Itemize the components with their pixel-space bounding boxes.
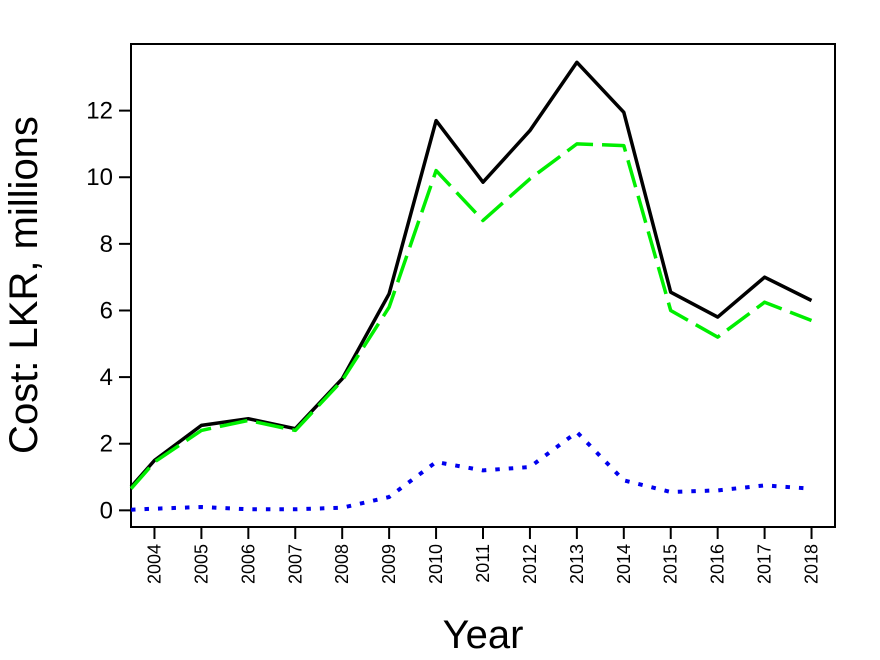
plot-frame: [130, 43, 836, 528]
x-tick-label: 2013: [567, 544, 587, 584]
y-axis-title: Cost: LKR, millions: [2, 116, 46, 454]
x-tick-label: 2007: [285, 544, 305, 584]
x-tick-label: 2006: [238, 544, 258, 584]
y-tick-label: 10: [86, 164, 113, 191]
y-axis: 0 2 4 6 8 10 12: [86, 98, 131, 524]
x-tick-label: 2017: [755, 544, 775, 584]
x-axis: 2004 2005 2006 2007 2008 2009 2010 2011 2012 2013…: [144, 527, 822, 584]
x-tick-label: 2010: [426, 544, 446, 584]
series-layer: [129, 60, 813, 512]
x-axis-title: Year: [443, 613, 524, 657]
series-line-dotted: [130, 430, 812, 512]
x-tick-label: 2018: [802, 544, 822, 584]
y-tick-label: 6: [100, 297, 113, 324]
x-tick-label: 2015: [661, 544, 681, 584]
x-tick-label: 2016: [708, 544, 728, 584]
series-line-dashed: [129, 142, 813, 490]
x-tick-label: 2009: [379, 544, 399, 584]
y-tick-label: 12: [86, 98, 113, 125]
series-line-solid: [129, 60, 813, 489]
x-tick-label: 2004: [144, 544, 164, 584]
y-tick-label: 4: [100, 364, 113, 391]
x-tick-label: 2014: [614, 544, 634, 584]
x-tick-label: 2012: [520, 544, 540, 584]
y-tick-label: 8: [100, 231, 113, 258]
x-tick-label: 2011: [473, 544, 493, 583]
y-tick-label: 0: [100, 497, 113, 524]
x-tick-label: 2005: [191, 544, 211, 584]
y-tick-label: 2: [100, 431, 113, 458]
x-tick-label: 2008: [332, 544, 352, 584]
